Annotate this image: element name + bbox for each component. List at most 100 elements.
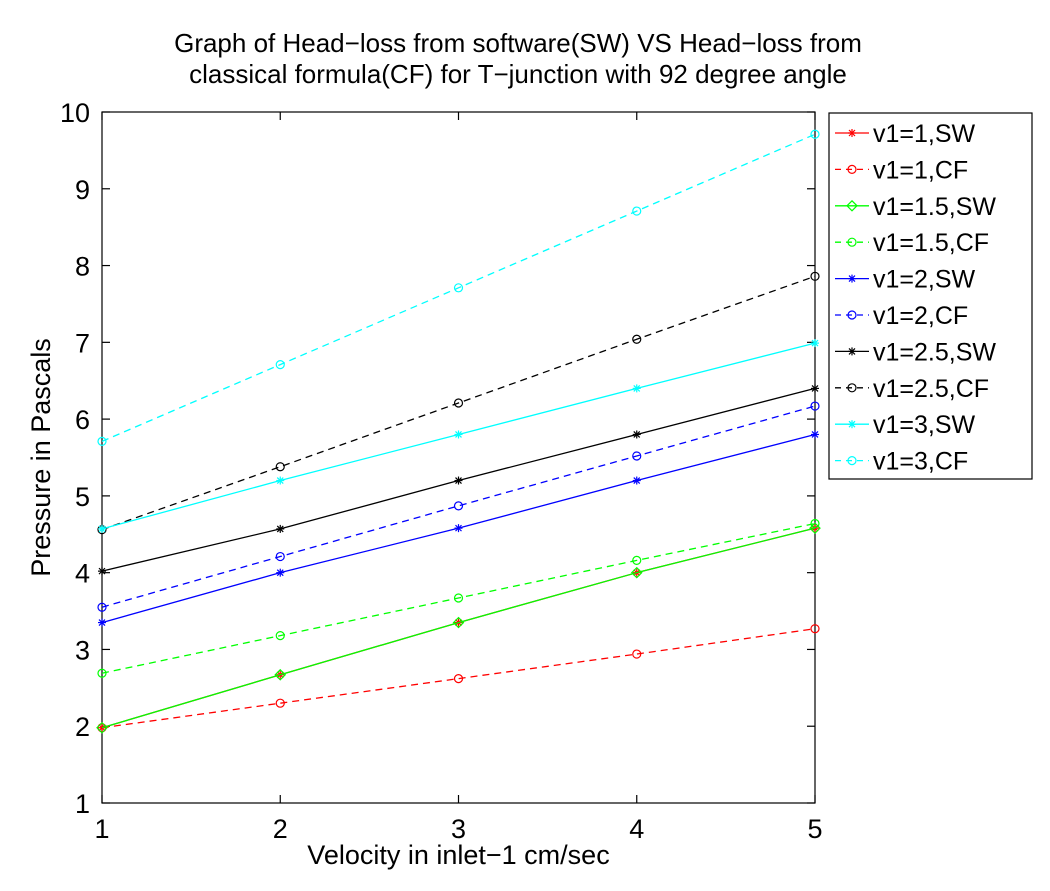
y-tick-label: 6: [75, 405, 90, 435]
legend-marker: [847, 164, 857, 174]
data-point: [630, 566, 643, 579]
data-point: [810, 624, 820, 634]
data-point: [632, 384, 641, 393]
data-point: [276, 568, 285, 577]
legend-label: v1=3,CF: [873, 448, 968, 476]
axes: 1 2 3 4 5 1 2 3 4 5 6 7 8 9 10: [60, 98, 823, 844]
legend-marker: [848, 347, 856, 356]
legend-item: v1=1.5,SW: [835, 193, 996, 221]
legend-label: v1=2,CF: [873, 302, 968, 330]
x-tick-label: 3: [451, 814, 466, 844]
data-point: [97, 602, 107, 612]
legend-label: v1=2.5,CF: [873, 375, 989, 403]
data-point: [97, 723, 107, 733]
data-point: [453, 593, 464, 603]
data-point: [632, 430, 641, 439]
legend-label: v1=3,SW: [873, 411, 976, 439]
series-line-v1=2.5,CF: [101, 275, 816, 531]
data-point: [810, 401, 820, 411]
legend-marker: [848, 420, 856, 429]
data-point: [274, 668, 287, 681]
legend-item: v1=1,CF: [835, 156, 968, 184]
legend-label: v1=1.5,CF: [873, 229, 989, 257]
data-point: [632, 555, 642, 565]
data-point: [811, 339, 819, 348]
data-point: [275, 698, 285, 708]
legend-label: v1=1,CF: [873, 156, 968, 184]
data-point: [632, 206, 642, 216]
data-point: [276, 524, 285, 533]
y-tick-label: 8: [75, 252, 90, 282]
data-point: [632, 334, 642, 344]
y-axis-label: Pressure in Pascals: [26, 338, 56, 577]
legend-item: v1=1.5,CF: [835, 229, 989, 257]
y-tick-label: 4: [75, 559, 90, 589]
data-point: [275, 462, 285, 472]
legend-item: v1=2.5,CF: [835, 375, 989, 403]
data-point: [810, 129, 820, 139]
data-point: [453, 398, 464, 408]
legend-item: v1=2.5,SW: [835, 338, 996, 366]
data-point: [632, 476, 641, 485]
legend-label: v1=2.5,SW: [873, 338, 996, 366]
chart-title: Graph of Head−loss from software(SW) VS …: [174, 28, 862, 89]
legend-item: v1=3,SW: [835, 411, 976, 439]
series-line-v1=2,CF: [101, 405, 816, 608]
data-point: [97, 668, 107, 678]
x-tick-label: 1: [94, 814, 109, 844]
x-axis-label: Velocity in inlet−1 cm/sec: [307, 840, 609, 870]
chart-title-line-1: Graph of Head−loss from software(SW) VS …: [174, 28, 862, 58]
y-tick-label: 5: [75, 482, 90, 512]
chart-title-line-2: classical formula(CF) for T−junction wit…: [189, 59, 847, 89]
data-point: [810, 518, 820, 529]
x-axis-label-group: Velocity in inlet−1 cm/sec: [307, 840, 609, 870]
y-tick-label: 9: [75, 175, 90, 205]
x-tick-label: 5: [807, 814, 822, 844]
y-tick-label: 3: [75, 635, 90, 665]
legend-marker: [847, 456, 857, 466]
x-tick-label: 4: [629, 814, 644, 844]
data-point: [276, 476, 285, 485]
data-point: [98, 524, 106, 533]
data-point: [811, 384, 819, 393]
data-point: [275, 359, 285, 370]
legend-item: v1=3,CF: [835, 448, 968, 476]
series-line-v1=1.5,CF: [101, 522, 816, 674]
data-point: [454, 524, 463, 533]
data-point: [452, 616, 465, 629]
data-point: [275, 631, 285, 641]
series-line-v1=3,CF: [101, 133, 816, 442]
legend-label: v1=2,SW: [873, 266, 976, 294]
series-lines: [96, 129, 821, 734]
data-point: [811, 430, 819, 439]
legend-item: v1=1,SW: [835, 120, 976, 148]
data-point: [453, 283, 464, 293]
legend-marker: [848, 274, 856, 283]
data-point: [275, 551, 285, 562]
data-point: [454, 476, 463, 485]
x-tick-label: 2: [273, 814, 288, 844]
legend-marker: [847, 383, 857, 393]
y-tick-label: 10: [60, 98, 90, 128]
y-tick-label: 1: [75, 789, 90, 819]
data-point: [453, 501, 464, 511]
legend-label: v1=1.5,SW: [873, 193, 996, 221]
legend-item: v1=2,CF: [835, 302, 968, 330]
legend-label: v1=1,SW: [873, 120, 976, 148]
legend-item: v1=2,SW: [835, 266, 976, 294]
data-point: [96, 721, 108, 734]
y-tick-label: 2: [75, 712, 90, 742]
plot-area-frame: [101, 111, 816, 804]
data-point: [97, 436, 107, 446]
y-tick-label: 7: [75, 328, 90, 358]
data-point: [632, 451, 642, 461]
legend-marker: [847, 310, 857, 320]
legend-marker: [846, 199, 858, 212]
legend-marker: [847, 237, 857, 247]
legend-marker: [848, 129, 856, 137]
data-point: [453, 674, 464, 684]
series-line-v1=1.5,SW: [101, 527, 816, 729]
legend: v1=1,SW v1=1,CF v1=1.5,SW v1=1.5,CF v1=2,SW v…: [828, 112, 1033, 480]
data-point: [810, 271, 820, 281]
